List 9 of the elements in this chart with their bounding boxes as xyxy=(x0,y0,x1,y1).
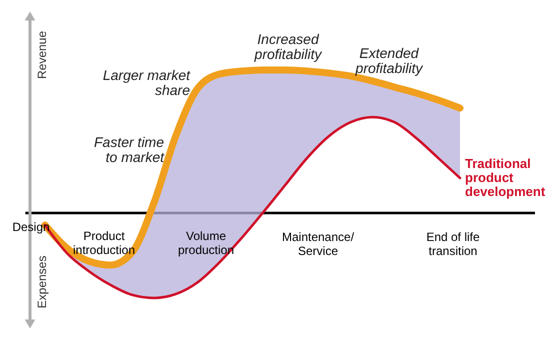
annotation: Expenses xyxy=(35,256,49,308)
text: Increased profitability xyxy=(254,31,322,62)
annotation: Extended profitability xyxy=(354,45,424,76)
annotation: Faster time to market xyxy=(94,134,166,165)
annotation: Revenue xyxy=(35,30,49,80)
annotation: Maintenance/ Service xyxy=(282,230,355,258)
series-label: Traditional product development xyxy=(465,156,546,200)
annotation: Larger market share xyxy=(102,67,192,98)
annotation: End of life transition xyxy=(426,230,480,258)
